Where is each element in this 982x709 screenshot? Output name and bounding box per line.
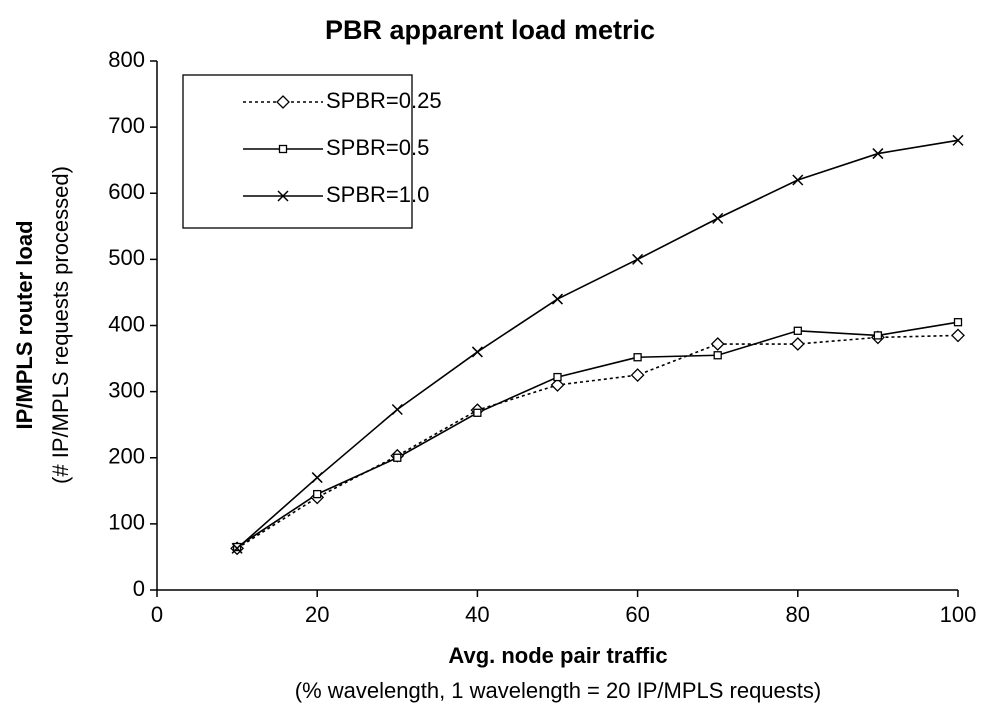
marker [953,318,963,327]
y-tick-label: 0 [133,576,145,601]
x-tick-label: 100 [940,602,977,627]
chart-title: PBR apparent load metric [325,15,655,45]
marker [471,346,483,358]
y-axis-label: IP/MPLS router load [12,220,37,429]
marker [630,368,645,383]
marker [713,351,722,360]
y-tick-label: 700 [108,113,145,138]
marker [551,293,564,305]
marker [391,403,403,416]
x-tick-label: 20 [305,602,329,627]
legend-label: SPBR=0.5 [326,135,429,160]
series-line [236,139,959,549]
marker [872,148,884,160]
marker [553,372,562,382]
marker [790,337,805,351]
marker [712,212,724,224]
marker [311,472,323,484]
x-axis-sublabel: (% wavelength, 1 wavelength = 20 IP/MPLS… [295,678,821,703]
marker [232,542,242,552]
y-tick-label: 400 [108,311,145,336]
marker [873,331,883,340]
marker [792,174,804,186]
marker [393,453,402,462]
x-tick-label: 0 [151,602,163,627]
marker [952,134,964,146]
marker [276,95,290,109]
x-tick-label: 40 [465,602,489,627]
y-tick-label: 200 [108,444,145,469]
marker [951,328,965,343]
marker [278,144,288,154]
x-tick-label: 80 [786,602,810,627]
marker [550,378,565,392]
marker [793,326,802,335]
marker [710,337,725,351]
legend-label: SPBR=0.25 [326,88,442,113]
y-tick-label: 100 [108,510,145,535]
marker [633,353,642,362]
marker [231,542,243,554]
y-tick-label: 500 [108,245,145,270]
legend-label: SPBR=1.0 [326,182,429,207]
y-tick-label: 800 [108,47,145,72]
y-tick-label: 600 [108,179,145,204]
y-tick-label: 300 [108,377,145,402]
legend-box [182,74,413,229]
marker [473,408,482,417]
y-axis-sublabel: (# IP/MPLS requests processed) [48,166,73,484]
series-line [236,321,959,548]
marker [277,190,289,202]
marker [313,489,322,499]
x-axis-label: Avg. node pair traffic [448,643,667,668]
x-tick-label: 60 [625,602,649,627]
marker [632,253,644,265]
